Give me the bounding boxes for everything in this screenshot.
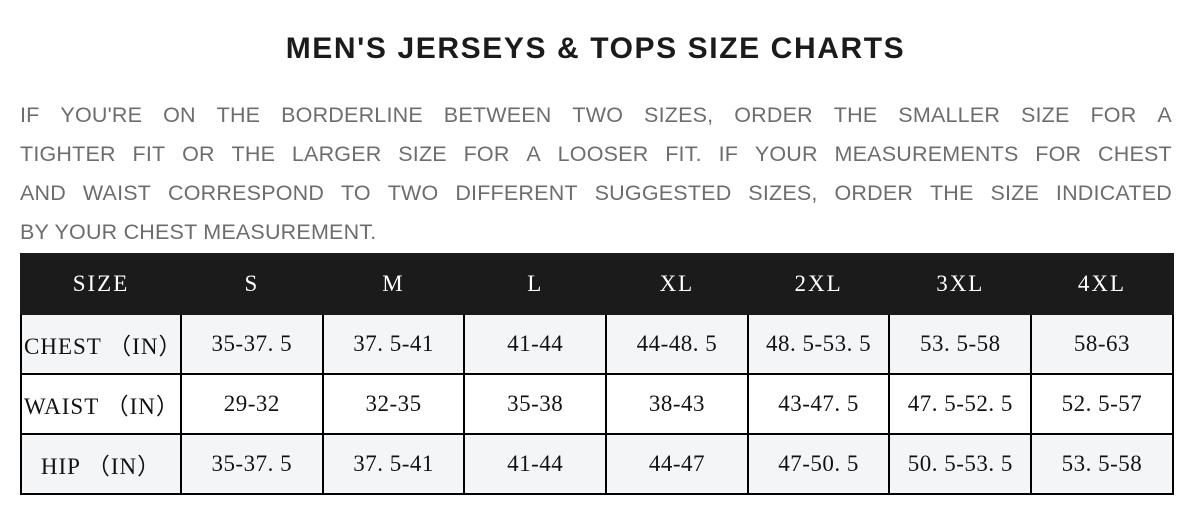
intro-word: SIZES, xyxy=(748,181,818,205)
intro-word: TO xyxy=(340,181,371,205)
intro-word: THE xyxy=(929,181,974,205)
table-row: WAIST （IN） 29-32 32-35 35-38 38-43 43-47. 5 47… xyxy=(20,373,1174,435)
intro-word: FOR xyxy=(1090,103,1137,127)
row-label-cell: CHEST （IN） xyxy=(20,313,182,375)
intro-word: LOOSER xyxy=(557,142,649,166)
intro-word: SIZE xyxy=(1020,103,1070,127)
intro-word: YOUR xyxy=(754,142,818,166)
intro-line-1: IF YOU'RE ON THE BORDERLINE BETWEEN TWO SIZES, O… xyxy=(20,96,1172,135)
intro-word: SIZES, xyxy=(644,103,714,127)
page-title: MEN'S JERSEYS & TOPS SIZE CHARTS xyxy=(285,32,906,65)
intro-word: WAIST xyxy=(82,181,152,205)
intro-word: BORDERLINE xyxy=(281,103,423,127)
intro-word: FOR xyxy=(1035,142,1082,166)
measurement-cell: 44-47 xyxy=(605,433,749,495)
intro-word: TIGHTER xyxy=(20,142,116,166)
header-cell-s: S xyxy=(180,253,324,315)
intro-word: AND xyxy=(20,181,66,205)
measurement-cell: 37. 5-41 xyxy=(321,433,466,495)
intro-word: BETWEEN xyxy=(443,103,552,127)
intro-line-4: BY YOUR CHEST MEASUREMENT. xyxy=(20,220,377,244)
intro-word: IF xyxy=(20,103,40,127)
intro-word: SIZE xyxy=(990,181,1040,205)
measurement-cell: 58-63 xyxy=(1030,313,1174,375)
measurement-cell: 47. 5-52. 5 xyxy=(888,373,1033,435)
intro-word: CHEST xyxy=(1097,142,1172,166)
measurement-cell: 52. 5-57 xyxy=(1030,373,1174,435)
intro-word: ORDER xyxy=(734,103,813,127)
size-chart-table: SIZE S M L XL 2XL 3XL 4XL CHEST （IN） 35-37. 5 37.… xyxy=(20,253,1174,495)
header-cell-size: SIZE xyxy=(20,253,182,315)
measurement-cell: 50. 5-53. 5 xyxy=(888,433,1033,495)
intro-word: DIFFERENT xyxy=(455,181,578,205)
header-cell-4xl: 4XL xyxy=(1030,253,1174,315)
intro-word: TWO xyxy=(387,181,439,205)
measurement-cell: 47-50. 5 xyxy=(746,433,891,495)
intro-word: SIZE xyxy=(398,142,447,166)
measurement-cell: 38-43 xyxy=(605,373,749,435)
measurement-cell: 32-35 xyxy=(321,373,466,435)
measurement-cell: 53. 5-58 xyxy=(888,313,1033,375)
measurement-cell: 44-48. 5 xyxy=(605,313,749,375)
row-label-cell: HIP （IN） xyxy=(20,433,182,495)
intro-word: FIT. xyxy=(665,142,702,166)
intro-word: OR xyxy=(182,142,215,166)
measurement-cell: 48. 5-53. 5 xyxy=(746,313,891,375)
intro-line-2: TIGHTER FIT OR THE LARGER SIZE FOR A LOOSER FIT. I… xyxy=(20,135,1172,174)
intro-word: FIT xyxy=(132,142,166,166)
intro-word: CORRESPOND xyxy=(168,181,325,205)
header-cell-l: L xyxy=(463,253,608,315)
table-row: HIP （IN） 35-37. 5 37. 5-41 41-44 44-47 47-50.… xyxy=(20,433,1174,495)
header-cell-m: M xyxy=(321,253,466,315)
intro-word: THE xyxy=(231,142,276,166)
measurement-cell: 29-32 xyxy=(180,373,324,435)
table-head: SIZE S M L XL 2XL 3XL 4XL xyxy=(20,253,1174,315)
measurement-cell: 37. 5-41 xyxy=(321,313,466,375)
measurement-cell: 35-37. 5 xyxy=(180,313,324,375)
intro-word: A xyxy=(526,142,541,166)
intro-word: A xyxy=(1157,103,1172,127)
intro-word: INDICATED xyxy=(1055,181,1172,205)
intro-word: ORDER xyxy=(834,181,914,205)
intro-word: ON xyxy=(163,103,196,127)
measurement-cell: 41-44 xyxy=(463,433,608,495)
intro-paragraph: IF YOU'RE ON THE BORDERLINE BETWEEN TWO SIZES, O… xyxy=(20,96,1172,252)
header-cell-3xl: 3XL xyxy=(888,253,1033,315)
intro-word: IF xyxy=(718,142,739,166)
intro-word: THE xyxy=(833,103,878,127)
row-label-cell: WAIST （IN） xyxy=(20,373,182,435)
measurement-cell: 35-38 xyxy=(463,373,608,435)
intro-word: FOR xyxy=(463,142,510,166)
intro-word: SUGGESTED xyxy=(594,181,732,205)
measurement-cell: 53. 5-58 xyxy=(1030,433,1174,495)
intro-word: THE xyxy=(216,103,261,127)
measurement-cell: 43-47. 5 xyxy=(746,373,891,435)
size-table-container: SIZE S M L XL 2XL 3XL 4XL CHEST （IN） 35-37. 5 37.… xyxy=(20,253,1174,495)
header-cell-2xl: 2XL xyxy=(746,253,891,315)
intro-word: LARGER xyxy=(291,142,382,166)
intro-word: TWO xyxy=(572,103,624,127)
intro-word: YOU'RE xyxy=(60,103,143,127)
header-cell-xl: XL xyxy=(605,253,749,315)
measurement-cell: 41-44 xyxy=(463,313,608,375)
intro-line-3: AND WAIST CORRESPOND TO TWO DIFFERENT SUGGESTE… xyxy=(20,174,1172,213)
intro-word: SMALLER xyxy=(898,103,1001,127)
table-header-row: SIZE S M L XL 2XL 3XL 4XL xyxy=(20,253,1174,315)
intro-word: MEASUREMENTS xyxy=(834,142,1019,166)
measurement-cell: 35-37. 5 xyxy=(180,433,324,495)
